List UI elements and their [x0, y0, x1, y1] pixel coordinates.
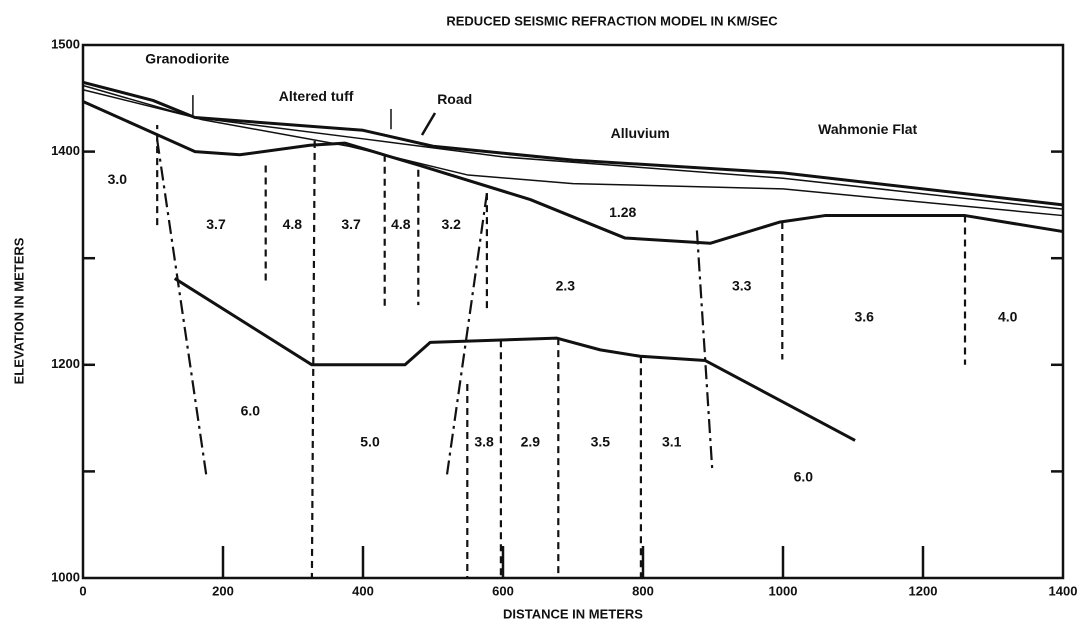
x-tick-label: 0	[79, 583, 86, 598]
boundary-line	[82, 100, 1064, 245]
boundary-line	[82, 89, 1064, 210]
annotation: 6.0	[241, 402, 261, 418]
annotation: 3.5	[591, 433, 611, 449]
annotation: Alluvium	[611, 125, 670, 141]
y-tick-label: 1200	[51, 356, 80, 371]
annotation: Granodiorite	[145, 51, 229, 67]
boundary-line	[695, 230, 714, 471]
x-tick-label: 200	[212, 583, 234, 598]
boundary-line	[156, 139, 208, 475]
chart-title: REDUCED SEISMIC REFRACTION MODEL IN KM/S…	[446, 13, 778, 28]
y-axis-label: ELEVATION IN METERS	[11, 237, 26, 384]
boundary-line	[310, 140, 316, 579]
road-pointer	[420, 112, 437, 136]
x-tick-label: 400	[352, 583, 374, 598]
x-tick-label: 1200	[909, 583, 938, 598]
annotation: 5.0	[360, 433, 380, 449]
annotation: 3.8	[474, 433, 494, 449]
annotation: 3.0	[108, 171, 128, 187]
x-tick-label: 1400	[1049, 583, 1078, 598]
boundary-line	[82, 84, 1064, 217]
annotation: Wahmonie Flat	[818, 121, 917, 137]
x-tick-label: 600	[492, 583, 514, 598]
x-tick-label: 800	[632, 583, 654, 598]
x-tick-label: 1000	[769, 583, 798, 598]
annotation: 4.8	[283, 216, 303, 232]
annotation: 1.28	[609, 204, 636, 220]
annotation: 4.8	[391, 216, 411, 232]
annotation: 6.0	[794, 468, 814, 484]
boundary-line	[173, 277, 856, 442]
annotation: Altered tuff	[279, 88, 354, 104]
boundary-line	[445, 193, 488, 475]
y-tick-label: 1000	[51, 569, 80, 584]
x-axis-label: DISTANCE IN METERS	[503, 606, 643, 621]
annotation: 2.9	[521, 433, 541, 449]
annotation: Road	[437, 91, 472, 107]
annotation: 2.3	[556, 278, 576, 294]
annotation: 3.7	[341, 216, 361, 232]
annotation: 3.1	[662, 433, 682, 449]
annotation: 3.7	[206, 216, 226, 232]
annotation: 3.2	[441, 216, 461, 232]
annotation: 3.3	[732, 278, 752, 294]
plot-frame	[81, 43, 1065, 580]
annotation: 3.6	[854, 309, 874, 325]
y-tick-label: 1500	[51, 36, 80, 51]
y-tick-label: 1400	[51, 143, 80, 158]
annotation: 4.0	[998, 309, 1018, 325]
boundary-line	[82, 80, 1064, 207]
